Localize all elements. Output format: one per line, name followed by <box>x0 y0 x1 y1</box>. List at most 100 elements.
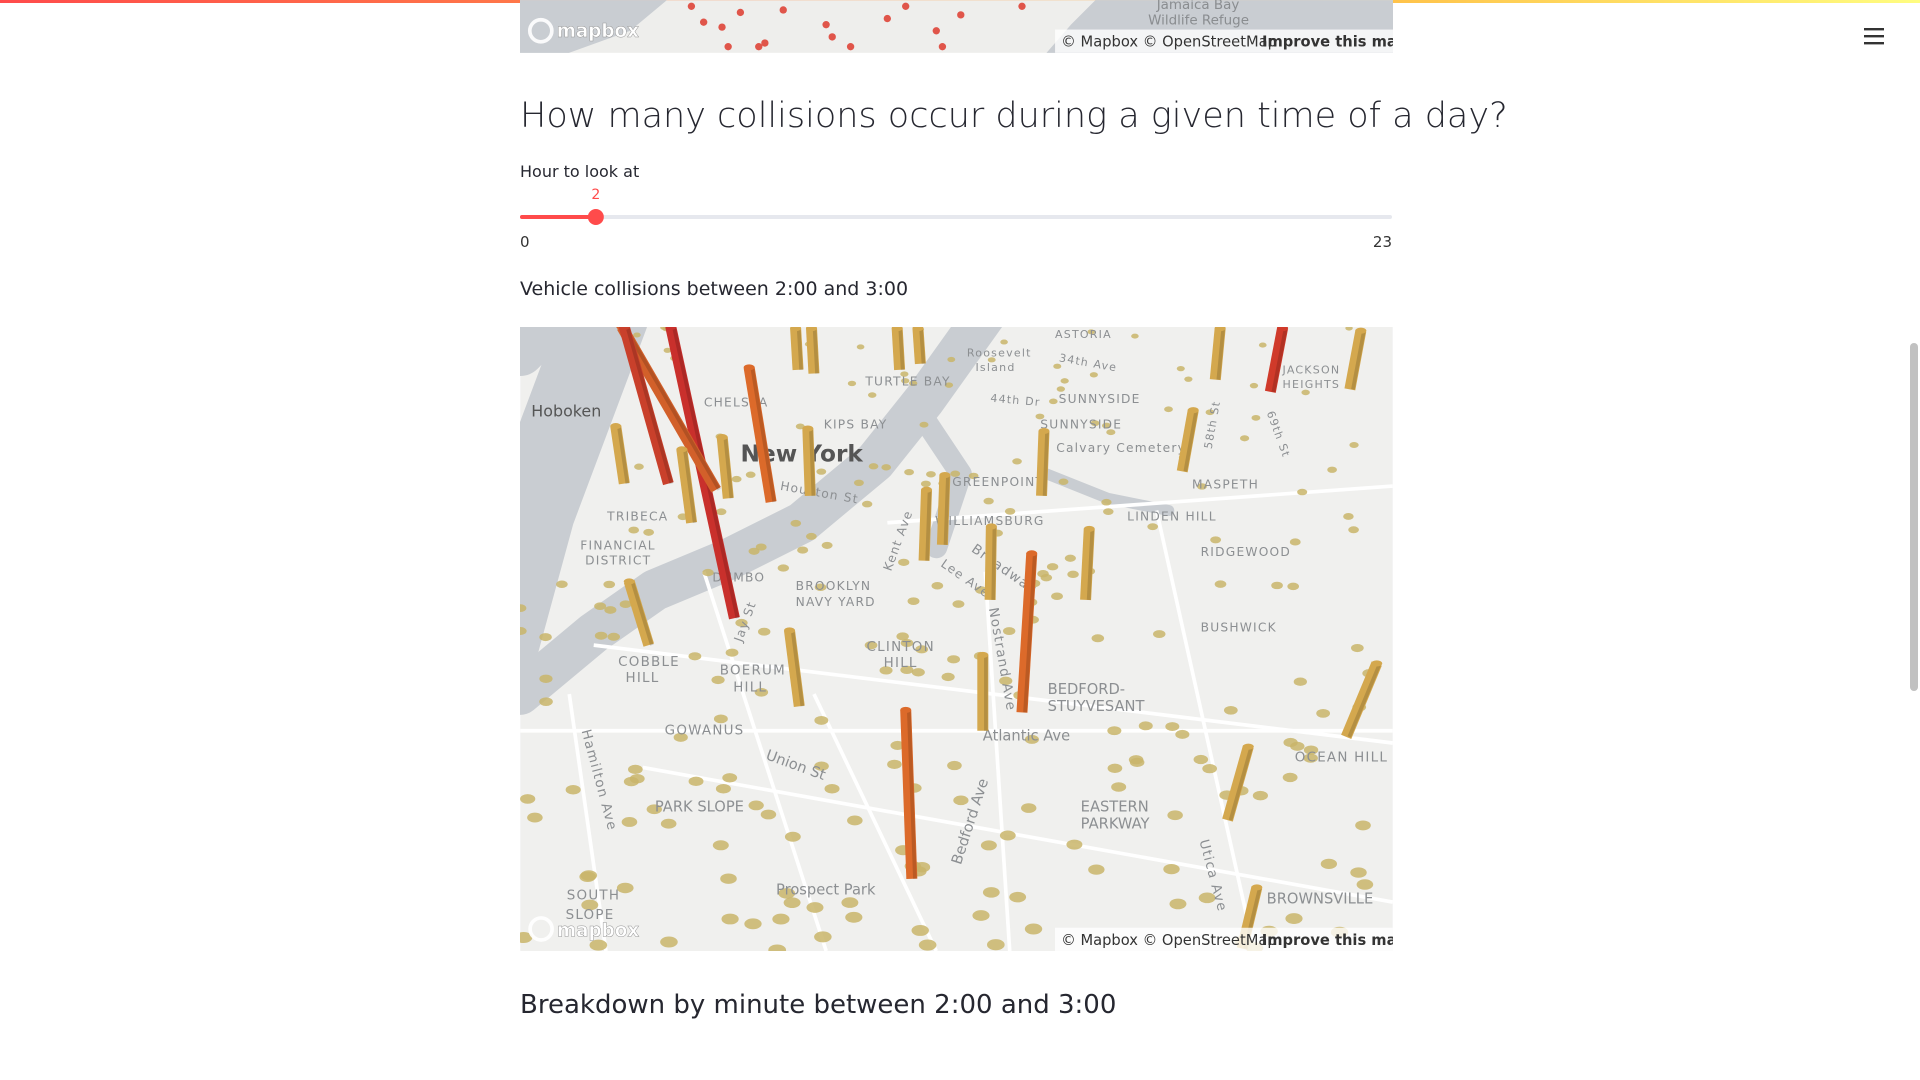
hex-cell <box>867 392 877 398</box>
hex-cell <box>1024 734 1040 744</box>
attribution: © Mapbox © OpenStreetMap <box>1061 34 1277 51</box>
hex-cell <box>1088 864 1105 875</box>
hex-cell <box>1103 508 1114 515</box>
column-top <box>623 578 635 585</box>
column-shade <box>630 580 654 646</box>
hex-cell <box>1024 923 1043 935</box>
column-top <box>790 327 802 332</box>
slider[interactable]: 20 23 <box>510 180 1403 250</box>
hex-cell <box>725 648 739 657</box>
column <box>1264 327 1288 393</box>
hex-cell <box>1066 839 1083 850</box>
column-top <box>1187 407 1199 414</box>
collision-dot <box>846 43 855 51</box>
map-label: Jamaica Bay <box>1156 0 1240 13</box>
hex-cell <box>901 378 910 384</box>
column <box>784 629 805 707</box>
hex-cell <box>1046 563 1059 571</box>
column-top <box>618 327 630 331</box>
hex-cell <box>754 688 769 697</box>
hex-cell <box>772 913 790 925</box>
hex-cell <box>918 939 937 951</box>
hex-cell <box>1064 554 1076 562</box>
hex-cell <box>745 471 756 478</box>
column-shade <box>616 425 630 484</box>
hex-cell <box>1297 488 1308 496</box>
hex-cell <box>1164 406 1173 413</box>
hex-cell <box>1301 389 1310 396</box>
hex-cell <box>581 899 599 911</box>
hex-cell <box>634 463 644 470</box>
hex-cell <box>1169 898 1187 910</box>
improve-link[interactable]: Improve this map <box>1262 34 1393 51</box>
hex-cell <box>1351 643 1364 653</box>
hex-cell <box>864 641 878 650</box>
hex-cell <box>716 508 727 516</box>
hex-cell <box>1131 333 1139 339</box>
column <box>619 327 674 486</box>
column <box>610 425 630 485</box>
hex-cell <box>1090 420 1100 427</box>
hex-cell <box>1283 737 1298 747</box>
menu-button[interactable] <box>1862 26 1888 46</box>
hex-cell <box>881 464 892 471</box>
hex-cell <box>1258 342 1267 348</box>
hex-cell <box>999 676 1013 686</box>
column-top <box>1355 327 1367 334</box>
hex-cell <box>1101 498 1112 506</box>
hex-cell <box>1303 745 1319 755</box>
hex-cell <box>1163 863 1180 875</box>
slider-max: 23 <box>1373 233 1392 250</box>
column-shade <box>623 327 721 491</box>
map-label: MASPETH <box>1192 478 1259 492</box>
hex-cell <box>643 528 655 536</box>
hex-cell <box>711 675 725 685</box>
hex-cell <box>1060 378 1069 384</box>
hex-cell <box>1138 721 1153 731</box>
hex-cell <box>594 602 607 611</box>
column-shade <box>796 328 803 370</box>
caption: Vehicle collisions between 2:00 and 3:00 <box>520 278 909 300</box>
hex-cell <box>1355 820 1371 831</box>
hex-cell <box>783 897 801 909</box>
hex-cell <box>841 897 859 908</box>
improve-link[interactable]: Improve this map <box>1262 932 1393 949</box>
column-top <box>985 523 997 530</box>
hex-cell <box>919 421 929 428</box>
column <box>936 474 951 545</box>
top-map[interactable]: Jamaica Bay Wildlife Refuge mapbox © Map… <box>520 0 1393 53</box>
hex-cell <box>900 665 914 675</box>
hex-cell <box>1327 466 1337 473</box>
hex-cell <box>944 382 954 388</box>
hex-cell <box>1037 570 1049 578</box>
hex-cell <box>604 606 617 614</box>
hex-cell <box>712 840 729 851</box>
map-label: TURTLE BAY <box>864 375 950 389</box>
collision-dot <box>736 8 745 17</box>
hex-cell <box>1102 422 1112 429</box>
column <box>716 436 734 499</box>
column-shade <box>1347 662 1382 738</box>
hex-cell <box>520 627 527 635</box>
column-shade <box>1216 328 1226 380</box>
column-shade <box>1183 409 1199 472</box>
slider-thumb[interactable] <box>587 209 604 225</box>
hex-cell <box>715 783 731 794</box>
scrollbar-thumb[interactable] <box>1910 343 1918 691</box>
hex-cell <box>1356 879 1374 890</box>
hex-cell <box>975 586 987 594</box>
column-shade <box>1351 330 1366 390</box>
hex-cell <box>688 652 702 661</box>
hex-cell <box>814 715 829 725</box>
hex-cell <box>1021 803 1037 813</box>
hex-cell <box>768 944 787 951</box>
column-top <box>802 425 814 432</box>
collision-dot <box>761 39 769 47</box>
hex-cell <box>814 583 827 592</box>
collision-dot <box>699 18 708 26</box>
map-label: HILL <box>884 656 918 671</box>
hex-cell <box>735 618 748 627</box>
hex-cell <box>887 759 902 769</box>
collision-dot <box>779 6 787 14</box>
